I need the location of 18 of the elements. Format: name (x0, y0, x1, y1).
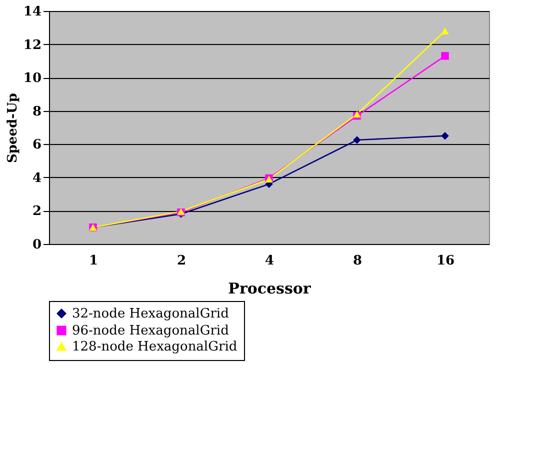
y-tick-label: 10 (23, 71, 42, 86)
y-tick-label: 8 (32, 104, 42, 120)
y-tick-label: 2 (32, 204, 42, 220)
legend-label: 32-node HexagonalGrid (72, 306, 229, 322)
y-tick-label: 12 (23, 38, 42, 53)
x-tick-label: 16 (436, 254, 455, 268)
y-tick-label: 0 (32, 238, 42, 252)
x-tick-label: 4 (264, 254, 274, 268)
y-tick-label: 6 (32, 138, 42, 153)
y-axis-title: Speed-Up (5, 93, 20, 163)
x-tick-label: 1 (88, 254, 98, 268)
legend-label: 96-node HexagonalGrid (72, 324, 229, 338)
x-tick-label: 8 (352, 254, 362, 268)
legend-label: 128-node HexagonalGrid (72, 340, 238, 354)
y-tick-label: 4 (32, 170, 42, 186)
x-tick-label: 2 (176, 254, 186, 268)
x-axis-title: Processor (228, 280, 312, 298)
y-tick-label: 14 (23, 4, 42, 20)
